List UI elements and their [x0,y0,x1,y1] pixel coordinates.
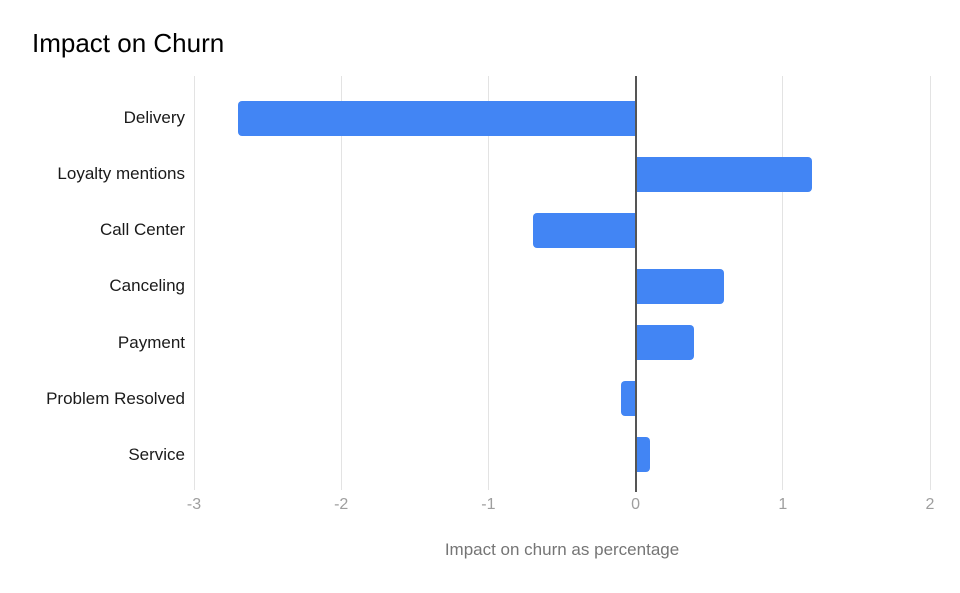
category-label: Delivery [123,108,185,128]
gridline [193,76,195,490]
category-label: Loyalty mentions [57,164,185,184]
zero-baseline [634,76,637,492]
category-label: Call Center [99,220,185,240]
gridline [340,76,342,490]
bar-payment[interactable] [635,325,695,361]
bar-delivery[interactable] [238,100,636,136]
category-label: Canceling [109,276,185,296]
category-label: Service [128,444,185,464]
gridline [929,76,931,490]
gridline [782,76,784,490]
bar-call-center[interactable] [532,212,636,248]
category-label: Problem Resolved [46,388,185,408]
bar-service[interactable] [635,437,651,473]
category-label: Payment [117,332,185,352]
x-tick-label: 1 [778,496,788,513]
x-axis-title: Impact on churn as percentage [444,540,680,559]
bar-loyalty-mentions[interactable] [635,156,813,192]
chart-title: Impact on Churn [32,28,225,58]
x-tick-label: -2 [334,496,349,513]
gridline [487,76,489,490]
x-tick-label: 0 [631,496,641,513]
x-tick-label: -3 [186,496,202,513]
x-tick-label: -1 [481,496,496,513]
bar-canceling[interactable] [635,268,724,304]
bar-problem-resolved[interactable] [620,381,636,417]
x-tick-label: 2 [925,496,935,513]
